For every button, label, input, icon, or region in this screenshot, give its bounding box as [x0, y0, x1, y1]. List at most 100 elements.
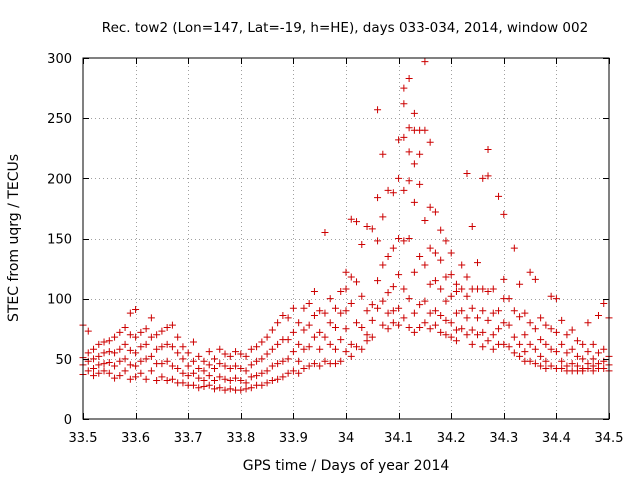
x-tick-label: 34.5: [595, 431, 624, 446]
data-point: [216, 384, 224, 392]
data-point: [347, 340, 355, 348]
data-point: [158, 360, 166, 368]
data-point: [563, 349, 571, 357]
data-point: [331, 304, 339, 312]
data-point: [279, 357, 287, 365]
y-tick-label: 0: [64, 413, 72, 428]
data-point: [531, 345, 539, 353]
data-point: [505, 343, 513, 351]
data-point: [179, 343, 187, 351]
data-point: [537, 336, 545, 344]
data-point: [437, 312, 445, 320]
data-point: [142, 355, 150, 363]
x-tick-label: 34.4: [542, 431, 571, 446]
data-point: [358, 241, 366, 249]
data-point: [479, 174, 487, 182]
data-point: [226, 385, 234, 393]
data-point: [384, 186, 392, 194]
data-point: [458, 307, 466, 315]
data-point: [410, 160, 418, 168]
x-tick-label: 33.7: [174, 431, 203, 446]
data-point: [121, 340, 129, 348]
data-point: [600, 357, 608, 365]
data-point: [442, 316, 450, 324]
data-point: [147, 367, 155, 375]
data-point: [284, 355, 292, 363]
data-point: [395, 136, 403, 144]
data-point: [416, 180, 424, 188]
data-point: [353, 319, 361, 327]
data-point: [389, 189, 397, 197]
data-point: [600, 345, 608, 353]
data-point: [321, 333, 329, 341]
data-point: [289, 304, 297, 312]
data-point: [342, 268, 350, 276]
data-point: [226, 376, 234, 384]
data-point: [516, 340, 524, 348]
data-point: [347, 273, 355, 281]
data-point: [400, 314, 408, 322]
data-point: [242, 367, 250, 375]
data-point: [90, 345, 98, 353]
data-point: [568, 326, 576, 334]
data-point: [331, 345, 339, 353]
data-point: [389, 307, 397, 315]
data-point: [284, 314, 292, 322]
data-point: [284, 336, 292, 344]
data-point: [179, 355, 187, 363]
data-point: [289, 348, 297, 356]
data-point: [437, 328, 445, 336]
data-point: [310, 360, 318, 368]
data-point: [289, 328, 297, 336]
data-point: [363, 307, 371, 315]
data-point: [237, 364, 245, 372]
data-point: [132, 305, 140, 313]
x-tick-label: 33.6: [121, 431, 150, 446]
data-point: [600, 299, 608, 307]
data-point: [116, 345, 124, 353]
data-point: [221, 350, 229, 358]
data-point: [111, 349, 119, 357]
data-point: [458, 285, 466, 293]
data-point: [468, 222, 476, 230]
data-point: [247, 361, 255, 369]
data-point: [405, 235, 413, 242]
data-point: [316, 328, 324, 336]
data-point: [542, 321, 550, 329]
data-point: [189, 338, 197, 346]
data-point: [552, 348, 560, 356]
data-point: [568, 345, 576, 353]
data-point: [289, 367, 297, 375]
data-point: [326, 295, 334, 303]
data-point: [510, 349, 518, 357]
data-point: [258, 355, 266, 363]
data-point: [410, 109, 418, 117]
data-point: [479, 285, 487, 293]
data-point: [258, 381, 266, 389]
data-point: [510, 307, 518, 315]
data-point: [132, 373, 140, 381]
data-point: [568, 360, 576, 368]
data-point: [100, 338, 108, 346]
data-point: [521, 331, 529, 339]
data-point: [537, 314, 545, 322]
data-point: [521, 309, 529, 317]
data-point: [437, 256, 445, 264]
data-point: [442, 297, 450, 305]
data-point: [542, 357, 550, 365]
data-point: [116, 372, 124, 380]
data-point: [384, 289, 392, 297]
data-point: [547, 345, 555, 353]
data-point: [489, 331, 497, 339]
data-point: [579, 340, 587, 348]
data-point: [147, 352, 155, 360]
data-point: [105, 348, 113, 356]
data-point: [368, 333, 376, 341]
data-point: [384, 253, 392, 261]
data-point: [163, 357, 171, 365]
data-point: [558, 364, 566, 372]
data-point: [463, 331, 471, 339]
data-point: [116, 357, 124, 365]
x-tick-label: 34: [338, 431, 355, 446]
data-point: [100, 349, 108, 357]
